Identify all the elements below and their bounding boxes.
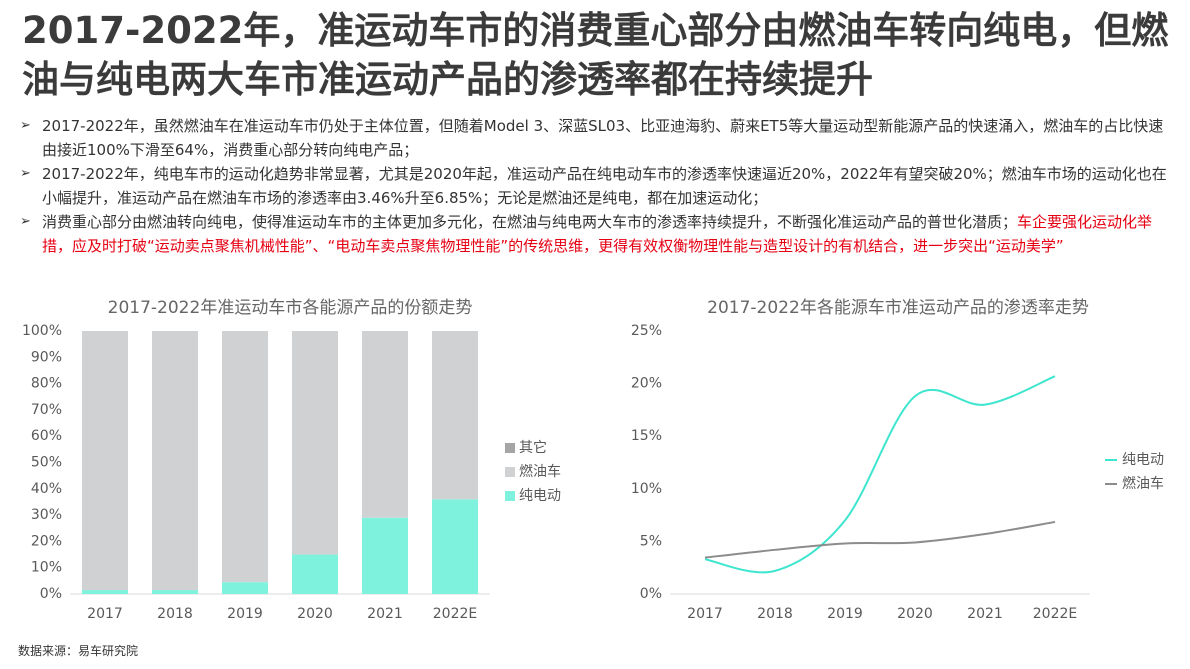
x-tick-label: 2021 — [967, 606, 1003, 622]
y-tick-label: 40% — [31, 481, 62, 497]
bar-segment — [432, 499, 478, 594]
y-tick-label: 20% — [631, 376, 662, 392]
charts: 2017-2022年准运动车市各能源产品的份额走势 0% 10% 20% 30% 40% 5… — [22, 298, 1164, 622]
bullet: 2017-2022年，纯电车市的运动化趋势非常显著，尤其是2020年起，准运动产… — [20, 162, 1170, 210]
x-tick-label: 2018 — [157, 606, 193, 622]
chart-title: 2017-2022年准运动车市各能源产品的份额走势 — [108, 298, 473, 318]
y-tick-label: 10% — [631, 481, 662, 497]
legend-label: 燃油车 — [519, 463, 561, 480]
y-tick-label: 90% — [31, 349, 62, 365]
bullet-list: 2017-2022年，虽然燃油车在准运动车市仍处于主体位置，但随着Model 3… — [20, 114, 1170, 258]
line — [704, 520, 1056, 559]
legend-label: 纯电动 — [519, 488, 561, 504]
legend-swatch — [505, 491, 515, 501]
bar-segment — [222, 331, 268, 583]
source-note: 数据来源：易车研究院 — [18, 644, 139, 658]
bullet-highlight: 车企要强化运动化举措，应及时打破“运动卖点聚焦机械性能”、“电动车卖点聚焦物理性… — [42, 213, 1153, 255]
bar-segment — [362, 331, 408, 518]
y-tick-label: 20% — [31, 533, 62, 549]
bullet: 消费重心部分由燃油转向纯电，使得准运动车市的主体更加多元化，在燃油与纯电两大车市… — [20, 210, 1170, 258]
y-tick-label: 0% — [40, 586, 62, 602]
legend-label: 燃油车 — [1122, 475, 1164, 492]
bar-segment — [292, 554, 338, 594]
y-tick-label: 10% — [31, 560, 62, 576]
bar-segment — [292, 331, 338, 555]
x-tick-label: 2022E — [433, 606, 477, 622]
bar-segment — [222, 582, 268, 594]
legend-swatch — [505, 443, 515, 453]
bar-segment — [82, 590, 128, 594]
y-tick-label: 30% — [31, 507, 62, 523]
x-tick-label: 2019 — [227, 606, 263, 622]
bar-segment — [432, 331, 478, 500]
line — [704, 375, 1056, 574]
bullet-text: 2017-2022年，纯电车市的运动化趋势非常显著，尤其是2020年起，准运动产… — [42, 165, 1167, 207]
bullet-text: 2017-2022年，虽然燃油车在准运动车市仍处于主体位置，但随着Model 3… — [42, 117, 1164, 159]
bullet-text: 消费重心部分由燃油转向纯电，使得准运动车市的主体更加多元化，在燃油与纯电两大车市… — [42, 213, 1018, 231]
x-tick-label: 2022E — [1033, 606, 1077, 622]
bar-segment — [362, 517, 408, 594]
slide-title: 2017-2022年，准运动车市的消费重心部分由燃油车转向纯电，但燃油与纯电两大… — [22, 9, 1169, 101]
legend-label: 其它 — [519, 439, 547, 456]
x-tick-label: 2017 — [87, 606, 123, 622]
y-tick-label: 0% — [640, 586, 662, 602]
bar-segment — [152, 331, 198, 591]
bar-segment — [152, 590, 198, 594]
y-tick-label: 70% — [31, 402, 62, 418]
x-tick-label: 2017 — [687, 606, 723, 622]
y-tick-label: 50% — [31, 455, 62, 471]
y-tick-label: 100% — [22, 323, 62, 339]
y-tick-label: 5% — [640, 533, 662, 549]
x-tick-label: 2020 — [297, 606, 333, 622]
x-tick-label: 2018 — [757, 606, 793, 622]
bar-segment — [82, 331, 128, 591]
x-tick-label: 2021 — [367, 606, 403, 622]
legend-swatch — [505, 467, 515, 477]
y-tick-label: 15% — [631, 428, 662, 444]
chart-title: 2017-2022年各能源车市准运动产品的渗透率走势 — [707, 298, 1089, 318]
y-tick-label: 80% — [31, 376, 62, 392]
y-tick-label: 60% — [31, 428, 62, 444]
x-tick-label: 2019 — [827, 606, 863, 622]
bullet: 2017-2022年，虽然燃油车在准运动车市仍处于主体位置，但随着Model 3… — [20, 114, 1170, 162]
x-tick-label: 2020 — [897, 606, 933, 622]
y-tick-label: 25% — [631, 323, 662, 339]
legend-label: 纯电动 — [1122, 452, 1164, 468]
